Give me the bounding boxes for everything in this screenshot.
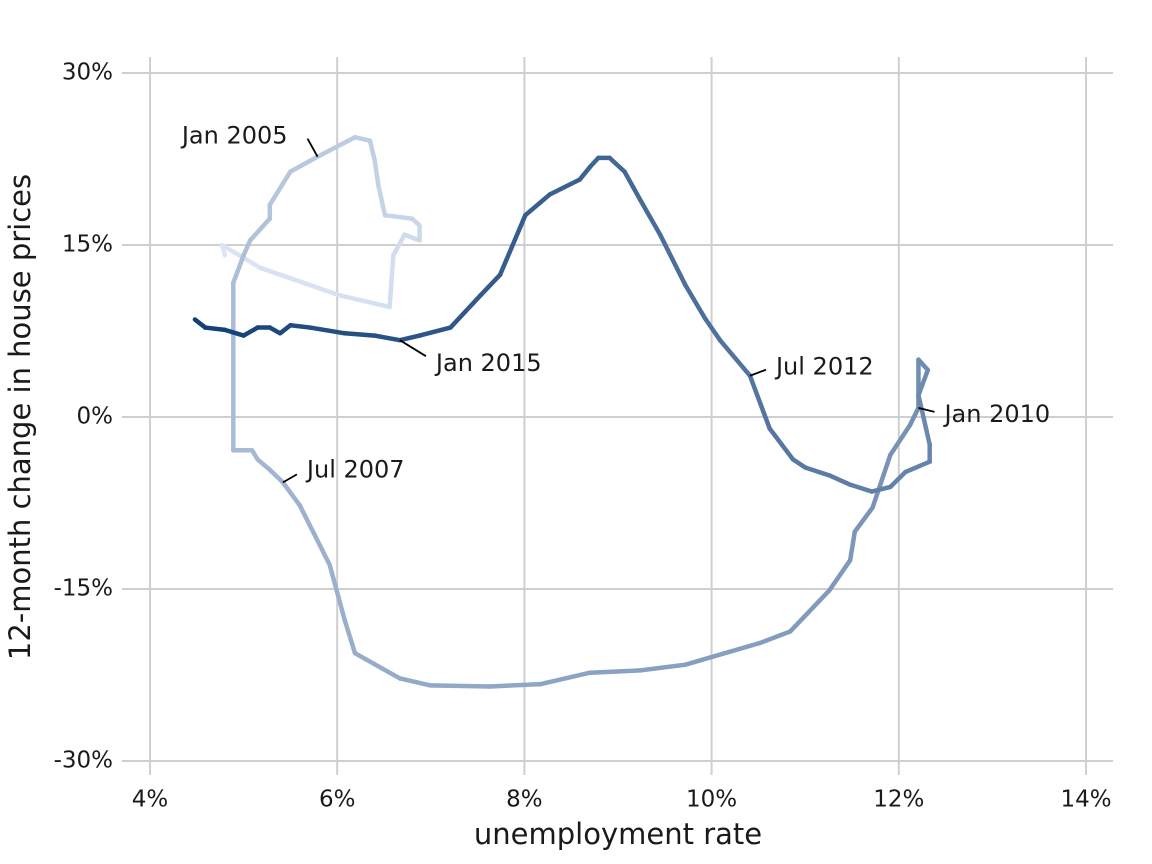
- path-segment: [280, 480, 303, 508]
- x-tick-label: 12%: [873, 787, 924, 813]
- y-tick-label: -15%: [54, 576, 113, 602]
- path-segment: [247, 216, 273, 243]
- path-segment: [367, 138, 377, 163]
- path-segment: [372, 157, 381, 188]
- path-segment: [802, 465, 832, 478]
- path-segment: [427, 683, 493, 689]
- path-segment: [787, 587, 832, 634]
- path-segment: [903, 459, 932, 475]
- path-segment: [916, 367, 931, 398]
- path-segment: [523, 192, 552, 218]
- x-tick-label: 6%: [319, 787, 356, 813]
- path-segment: [376, 183, 388, 218]
- path-segment: [870, 452, 893, 510]
- path-segment: [827, 558, 853, 593]
- x-tick-label: 10%: [686, 787, 737, 813]
- path-segment: [288, 154, 320, 174]
- x-tick-label: 8%: [506, 787, 543, 813]
- path-segment: [607, 155, 627, 174]
- x-tick-label: 14%: [1060, 787, 1111, 813]
- path-segment: [391, 232, 407, 258]
- annotation-pointer: [306, 138, 319, 158]
- path-segment: [847, 529, 858, 563]
- path-segment: [747, 373, 772, 431]
- path-segment: [307, 325, 347, 336]
- annotation-pointer: [918, 406, 935, 413]
- path-segment: [231, 253, 246, 286]
- path-segment: [657, 232, 688, 288]
- path-segment: [417, 325, 453, 338]
- path-segment: [267, 169, 293, 208]
- path-segment: [767, 426, 796, 462]
- path-segment: [202, 325, 228, 333]
- path-segment: [342, 617, 358, 656]
- path-segment: [622, 169, 643, 203]
- y-tick-label: 15%: [62, 232, 113, 258]
- path-segment: [497, 212, 528, 278]
- path-segment: [717, 337, 753, 378]
- y-tick-label: 0%: [77, 404, 114, 430]
- path-segment: [342, 331, 377, 338]
- path-segment: [702, 316, 723, 343]
- y-axis-title: 12-month change in house prices: [3, 174, 37, 660]
- y-tick-label: -30%: [54, 748, 113, 774]
- path-segment: [683, 282, 708, 321]
- path-segment: [547, 177, 582, 197]
- path-segment: [397, 676, 433, 688]
- path-segment: [847, 482, 874, 494]
- path-segment: [372, 333, 403, 343]
- path-segment: [463, 293, 483, 314]
- path-segment: [402, 232, 422, 243]
- path-segment: [852, 505, 875, 534]
- path-segment: [382, 212, 415, 221]
- path-segment: [869, 484, 893, 494]
- path-segment: [241, 325, 260, 338]
- path-segment: [888, 422, 913, 458]
- path-segment: [538, 670, 593, 687]
- path-segment: [327, 562, 347, 623]
- path-segment: [333, 134, 358, 150]
- annotation-pointer: [399, 339, 427, 357]
- path-segment: [487, 681, 543, 689]
- path-segment: [288, 323, 313, 330]
- path-segment: [255, 457, 273, 472]
- annotation: Jan 2010: [942, 400, 1050, 428]
- path-segment: [916, 357, 931, 373]
- path-segment: [352, 650, 403, 681]
- path-segment: [352, 134, 373, 143]
- path-segment: [448, 309, 468, 330]
- y-tick-label: 30%: [62, 60, 113, 86]
- x-axis-title: unemployment rate: [474, 817, 762, 851]
- path-segment: [222, 327, 246, 338]
- path-segment: [267, 467, 286, 485]
- path-segment: [577, 164, 593, 182]
- path-segment: [192, 317, 208, 330]
- annotation: Jul 2007: [305, 455, 405, 483]
- x-tick-label: 4%: [132, 787, 169, 813]
- path-segment: [397, 333, 422, 343]
- annotation-pointer: [282, 473, 298, 484]
- annotation: Jul 2012: [774, 353, 874, 381]
- path-segment: [638, 662, 688, 673]
- path-segment: [758, 629, 793, 646]
- path-segment: [315, 145, 338, 159]
- path-segment: [790, 457, 808, 470]
- path-segment: [888, 469, 908, 490]
- path-segment: [587, 668, 643, 675]
- path-segment: [387, 253, 396, 310]
- path-segment: [638, 198, 663, 237]
- path-segment: [297, 503, 332, 568]
- path-segment: [241, 238, 253, 258]
- path-segment: [478, 272, 503, 298]
- path-segment: [258, 265, 343, 298]
- path-segment: [337, 293, 392, 310]
- annotation-pointer: [749, 368, 767, 377]
- annotation: Jan 2005: [180, 122, 288, 150]
- annotation: Jan 2015: [434, 349, 542, 377]
- path-segment: [916, 392, 932, 447]
- path-segment: [827, 473, 853, 487]
- path-segment: [683, 640, 763, 667]
- path-segment: [907, 405, 921, 428]
